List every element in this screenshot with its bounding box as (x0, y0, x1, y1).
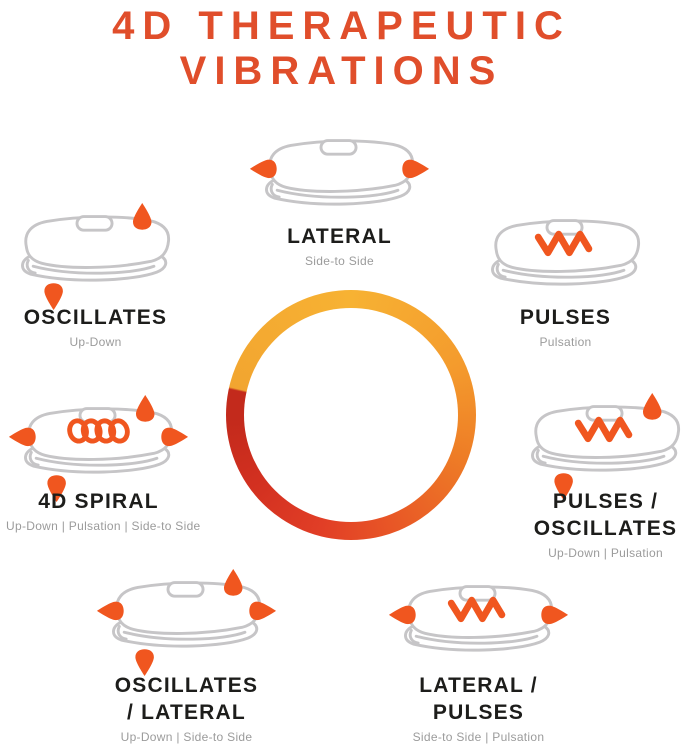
mode-lateral: LATERAL Side-to Side (247, 124, 432, 269)
mode-lateral-pulses: LATERAL / PULSES Side-to Side | Pulsatio… (386, 570, 571, 745)
up-arrow-icon (135, 394, 155, 422)
right-arrow-icon (161, 427, 189, 447)
left-arrow-icon (96, 601, 124, 621)
massager-device-illustration (491, 219, 641, 286)
page-title: 4D THERAPEUTIC VIBRATIONS (0, 4, 683, 94)
mode-4d-spiral: 4D SPIRAL Up-Down | Pulsation | Side-to … (6, 392, 201, 534)
mode-subtitle: Up-Down (69, 335, 122, 349)
left-arrow-icon (388, 605, 416, 625)
mode-subtitle: Pulsation (539, 335, 592, 349)
massager-device-illustration (249, 139, 430, 206)
right-arrow-icon (249, 601, 277, 621)
page-title-line1: 4D THERAPEUTIC (112, 4, 571, 48)
mode-label: LATERAL (287, 225, 392, 248)
gradient-ring (226, 290, 476, 540)
mode-subtitle: Side-to Side | Pulsation (412, 730, 545, 744)
mode-oscillates-lateral: OSCILLATES / LATERAL Up-Down | Side-to S… (94, 566, 279, 745)
up-arrow-icon (132, 202, 152, 230)
left-arrow-icon (8, 427, 36, 447)
left-arrow-icon (249, 159, 277, 179)
mode-subtitle: Up-Down | Pulsation (548, 546, 663, 560)
device-outline (265, 139, 415, 206)
right-arrow-icon (541, 605, 569, 625)
mode-pulses: PULSES Pulsation (473, 204, 658, 350)
up-arrow-icon (642, 392, 662, 420)
mode-subtitle: Up-Down | Side-to Side (120, 730, 253, 744)
mode-label: LATERAL / PULSES (419, 674, 538, 724)
massager-device-illustration (531, 392, 681, 501)
mode-pulses-oscillates: PULSES / OSCILLATES Up-Down | Pulsation (513, 390, 683, 561)
mode-label: PULSES (519, 306, 612, 329)
massager-device-illustration (96, 568, 277, 677)
up-arrow-icon (223, 568, 243, 596)
right-arrow-icon (402, 159, 430, 179)
massager-device-illustration (388, 585, 569, 652)
mode-oscillates: OSCILLATES Up-Down (3, 200, 188, 350)
massager-device-illustration (21, 202, 171, 311)
mode-label: OSCILLATES / LATERAL (114, 674, 259, 724)
page-title-line2: VIBRATIONS (179, 49, 504, 93)
mode-label: PULSES / OSCILLATES (533, 490, 678, 540)
mode-label: 4D SPIRAL (38, 490, 159, 513)
mode-subtitle: Up-Down | Pulsation | Side-to Side (6, 519, 201, 533)
mode-label: OSCILLATES (23, 306, 168, 329)
mode-subtitle: Side-to Side (305, 254, 374, 268)
